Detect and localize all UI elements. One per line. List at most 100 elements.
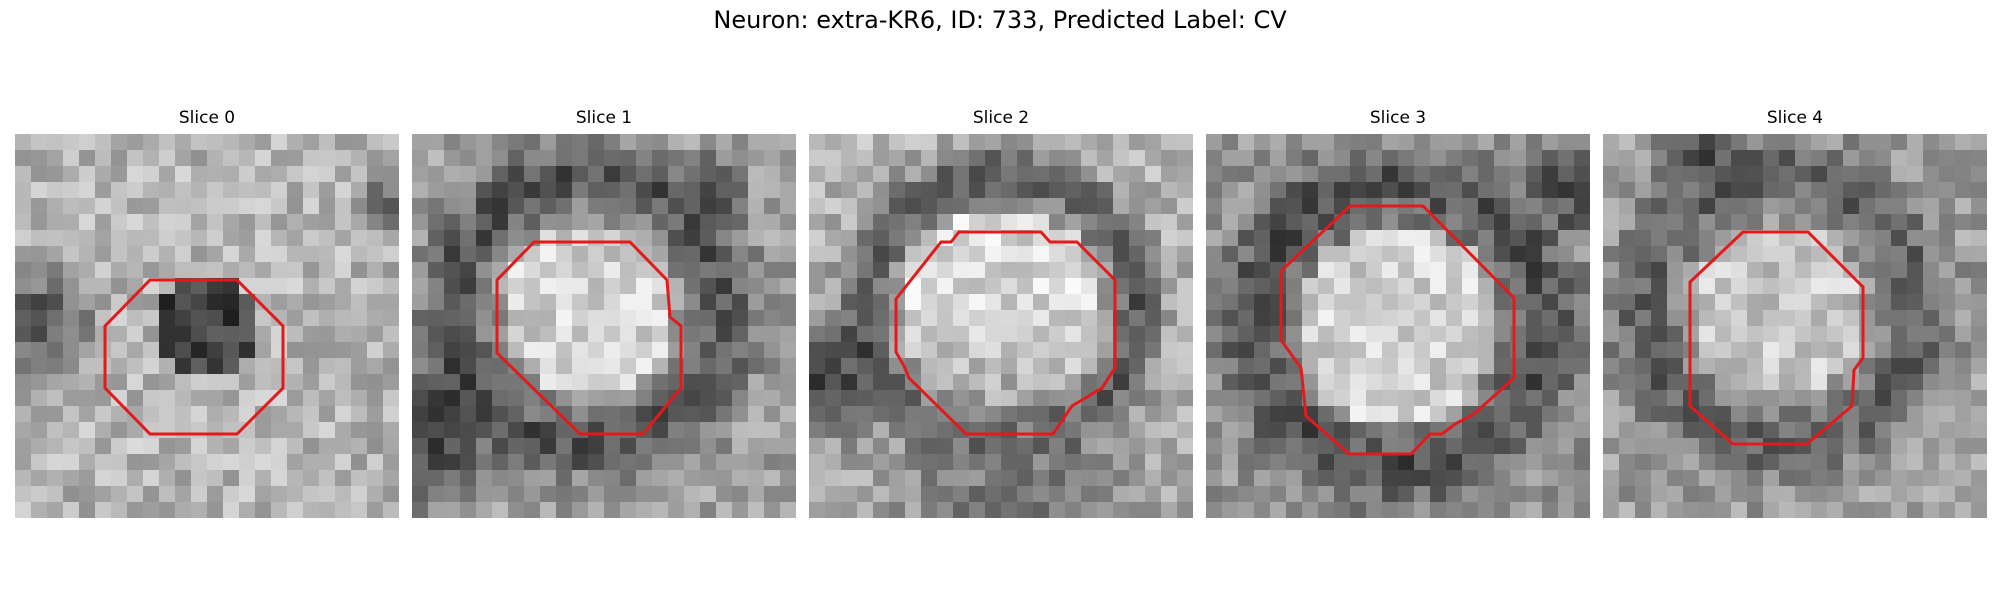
pixel xyxy=(1318,134,1335,151)
pixel xyxy=(1747,198,1764,215)
pixel xyxy=(604,422,621,439)
pixel xyxy=(1827,134,1844,151)
pixel xyxy=(684,374,701,391)
pixel xyxy=(95,198,112,215)
pixel xyxy=(1270,406,1287,423)
pixel xyxy=(271,470,288,487)
pixel xyxy=(508,230,525,247)
pixel xyxy=(271,438,288,455)
pixel xyxy=(492,278,509,295)
pixel xyxy=(207,278,224,295)
pixel xyxy=(1731,246,1748,263)
pixel xyxy=(492,390,509,407)
pixel xyxy=(143,358,160,375)
pixel xyxy=(476,134,493,151)
pixel xyxy=(159,454,176,471)
pixel xyxy=(1526,422,1543,439)
pixel xyxy=(1542,358,1559,375)
pixel xyxy=(969,358,986,375)
pixel xyxy=(1430,246,1447,263)
pixel xyxy=(1286,230,1303,247)
pixel xyxy=(1699,454,1716,471)
pixel xyxy=(921,214,938,231)
pixel xyxy=(351,406,368,423)
pixel xyxy=(1603,262,1620,279)
pixel xyxy=(1081,406,1098,423)
pixel xyxy=(1939,294,1956,311)
pixel xyxy=(412,134,429,151)
pixel xyxy=(1398,134,1415,151)
pixel xyxy=(905,486,922,503)
pixel xyxy=(1302,326,1319,343)
pixel xyxy=(1097,214,1114,231)
pixel xyxy=(444,262,461,279)
pixel xyxy=(1494,310,1511,327)
pixel xyxy=(1017,438,1034,455)
pixel xyxy=(905,326,922,343)
pixel xyxy=(1113,198,1130,215)
pixel xyxy=(1811,182,1828,199)
pixel xyxy=(937,310,954,327)
pixel xyxy=(1254,358,1271,375)
pixel xyxy=(207,294,224,311)
pixel xyxy=(15,310,32,327)
pixel xyxy=(1222,230,1239,247)
pixel xyxy=(1683,486,1700,503)
pixel xyxy=(1731,342,1748,359)
pixel xyxy=(1286,454,1303,471)
pixel xyxy=(540,390,557,407)
pixel xyxy=(1270,214,1287,231)
pixel xyxy=(223,406,240,423)
pixel xyxy=(47,342,64,359)
pixel xyxy=(460,454,477,471)
pixel xyxy=(476,230,493,247)
pixel xyxy=(1939,406,1956,423)
pixel xyxy=(1161,406,1178,423)
pixel xyxy=(969,310,986,327)
pixel xyxy=(556,230,573,247)
pixel xyxy=(636,278,653,295)
pixel xyxy=(1222,182,1239,199)
segmentation-outline xyxy=(1279,204,1516,456)
pixel xyxy=(1350,326,1367,343)
pixel xyxy=(1145,278,1162,295)
pixel xyxy=(921,470,938,487)
pixel xyxy=(1049,342,1066,359)
pixel xyxy=(63,502,80,518)
pixel xyxy=(1843,422,1860,439)
pixel xyxy=(1651,438,1668,455)
pixel xyxy=(1350,262,1367,279)
pixel xyxy=(1001,150,1018,167)
pixel xyxy=(1827,470,1844,487)
pixel xyxy=(889,198,906,215)
pixel xyxy=(985,294,1002,311)
pixel xyxy=(1795,278,1812,295)
pixel xyxy=(271,262,288,279)
pixel xyxy=(1635,406,1652,423)
pixel xyxy=(857,486,874,503)
pixel xyxy=(652,134,669,151)
pixel xyxy=(1001,486,1018,503)
pixel xyxy=(476,502,493,518)
pixel xyxy=(700,230,717,247)
pixel xyxy=(700,310,717,327)
pixel xyxy=(1081,438,1098,455)
pixel xyxy=(1875,166,1892,183)
pixel xyxy=(47,390,64,407)
pixel xyxy=(1318,454,1335,471)
segmentation-outline xyxy=(894,230,1117,436)
pixel xyxy=(1065,150,1082,167)
pixel xyxy=(1667,278,1684,295)
pixel xyxy=(748,438,765,455)
pixel xyxy=(1891,294,1908,311)
pixel xyxy=(1843,230,1860,247)
pixel xyxy=(652,486,669,503)
pixel xyxy=(1350,422,1367,439)
pixel xyxy=(825,342,842,359)
pixel xyxy=(367,406,384,423)
pixel xyxy=(335,374,352,391)
pixel xyxy=(143,390,160,407)
pixel xyxy=(1558,150,1575,167)
pixel xyxy=(127,150,144,167)
pixel xyxy=(905,246,922,263)
